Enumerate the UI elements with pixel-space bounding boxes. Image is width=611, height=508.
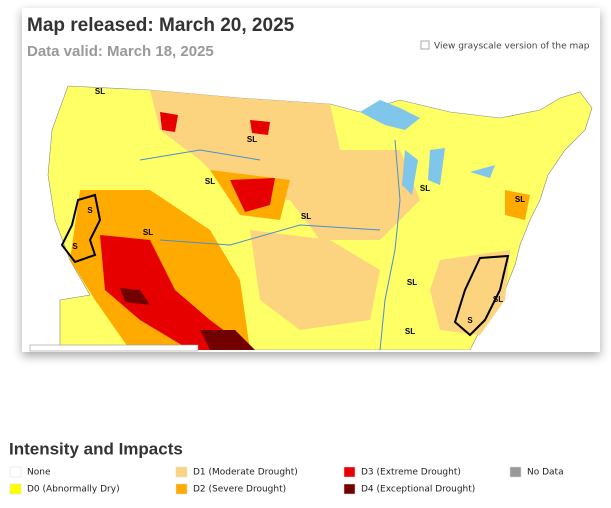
legend-label: D1 (Moderate Drought) bbox=[193, 468, 298, 478]
legend: None D0 (Abnormally Dry) D1 (Moderate Drou… bbox=[9, 466, 564, 495]
impact-label: SL bbox=[95, 87, 105, 96]
impact-label: SL bbox=[205, 177, 215, 186]
impact-outline bbox=[453, 254, 510, 337]
impact-label: SL bbox=[493, 295, 503, 304]
impact-label: S bbox=[72, 242, 78, 251]
d3-area bbox=[100, 235, 250, 350]
impact-label: S bbox=[467, 316, 473, 325]
impact-label: SL bbox=[420, 184, 430, 193]
legend-title: Intensity and Impacts bbox=[9, 439, 183, 458]
d3-area bbox=[160, 112, 178, 132]
legend-label: D4 (Exceptional Drought) bbox=[361, 485, 475, 495]
impact-label: SL bbox=[405, 327, 415, 336]
great-lakes bbox=[360, 100, 495, 195]
legend-label: D2 (Severe Drought) bbox=[193, 485, 286, 495]
d1-area bbox=[250, 230, 380, 330]
legend-label: D0 (Abnormally Dry) bbox=[27, 485, 120, 495]
grayscale-link[interactable]: View grayscale version of the map bbox=[434, 42, 590, 52]
legend-swatch bbox=[175, 483, 188, 495]
impact-label: S bbox=[87, 206, 93, 215]
title: Map released: March 20, 2025 bbox=[27, 15, 295, 36]
impact-outline bbox=[60, 193, 102, 264]
legend-swatch bbox=[509, 466, 522, 478]
d4-area bbox=[200, 330, 255, 350]
d4-area bbox=[120, 288, 150, 305]
impact-label: SL bbox=[143, 228, 153, 237]
subtitle: Data valid: March 18, 2025 bbox=[27, 43, 214, 60]
rivers bbox=[139, 139, 401, 350]
drought-map bbox=[47, 85, 593, 350]
legend-label: D3 (Extreme Drought) bbox=[361, 468, 461, 478]
legend-swatch bbox=[343, 483, 356, 495]
impact-label: SL bbox=[515, 195, 525, 204]
checkbox[interactable] bbox=[420, 40, 430, 50]
impact-label: SL bbox=[407, 278, 417, 287]
legend-label: None bbox=[27, 468, 51, 478]
d1-area bbox=[290, 150, 420, 240]
legend-swatch bbox=[9, 466, 22, 478]
legend-swatch bbox=[9, 483, 22, 495]
legend-swatch bbox=[343, 466, 356, 478]
d3-area bbox=[250, 120, 270, 135]
d1-area bbox=[150, 90, 340, 200]
legend-swatch bbox=[175, 466, 188, 478]
impact-label: SL bbox=[301, 212, 311, 221]
d1-area bbox=[430, 250, 510, 335]
map-inset bbox=[29, 344, 199, 352]
legend-label: No Data bbox=[527, 468, 564, 478]
impact-label: SL bbox=[247, 135, 257, 144]
d2-area bbox=[505, 190, 530, 220]
d3-area bbox=[230, 178, 275, 212]
